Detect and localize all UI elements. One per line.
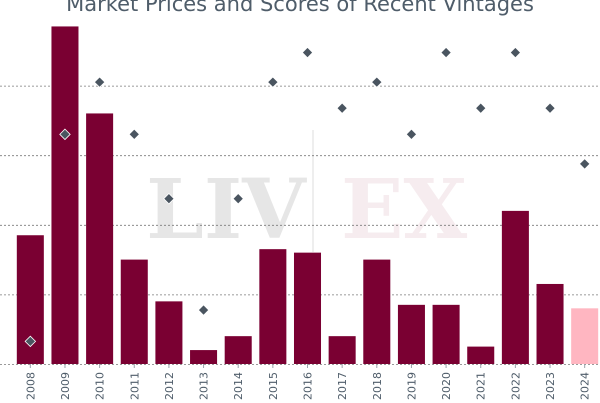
x-tick-label-2021: 2021 bbox=[475, 372, 488, 400]
score-marker-2022 bbox=[509, 46, 522, 59]
watermark: LIV EX bbox=[146, 130, 467, 258]
bar-2017 bbox=[328, 336, 356, 364]
bar-2014 bbox=[224, 336, 252, 364]
x-tick-label-2024: 2024 bbox=[579, 372, 592, 400]
bar-2010 bbox=[86, 113, 114, 364]
x-tick-label-2017: 2017 bbox=[336, 372, 349, 400]
bar-2018 bbox=[363, 259, 391, 364]
x-tick-label-2015: 2015 bbox=[267, 372, 280, 400]
x-tick-label-2020: 2020 bbox=[440, 372, 453, 400]
score-marker-2014 bbox=[232, 192, 244, 205]
chart-title: Market Prices and Scores of Recent Vinta… bbox=[66, 0, 534, 16]
watermark-right: EX bbox=[341, 162, 468, 258]
score-marker-2019 bbox=[405, 128, 418, 141]
x-tick-label-2019: 2019 bbox=[405, 372, 418, 400]
score-series bbox=[24, 46, 591, 348]
score-marker-2016 bbox=[301, 46, 314, 59]
score-marker-2011 bbox=[128, 128, 141, 141]
x-tick-label-2008: 2008 bbox=[24, 372, 37, 400]
x-axis-tick-labels: 2008 2009 2010 2011 2012 2013 2014 2015 2016 2017… bbox=[24, 364, 592, 400]
bar-2015 bbox=[259, 249, 287, 364]
score-marker-2017 bbox=[336, 102, 348, 114]
score-marker-2018 bbox=[371, 76, 383, 88]
x-tick-label-2011: 2011 bbox=[128, 372, 141, 400]
bar-2020 bbox=[432, 304, 460, 364]
watermark-divider bbox=[312, 130, 314, 252]
score-marker-2024 bbox=[578, 158, 591, 170]
bar-series bbox=[16, 26, 599, 364]
score-marker-2013 bbox=[197, 304, 210, 316]
score-marker-2023 bbox=[544, 102, 556, 114]
score-marker-2015 bbox=[267, 76, 279, 88]
bar-2013 bbox=[190, 350, 218, 364]
x-tick-label-2013: 2013 bbox=[198, 372, 211, 400]
bar-2009 bbox=[51, 26, 79, 364]
bar-2016 bbox=[293, 252, 322, 364]
x-tick-label-2012: 2012 bbox=[163, 372, 176, 400]
bar-2019 bbox=[397, 304, 425, 364]
x-tick-label-2010: 2010 bbox=[94, 372, 107, 400]
score-marker-2020 bbox=[440, 46, 452, 59]
x-tick-label-2023: 2023 bbox=[544, 372, 557, 400]
score-marker-2021 bbox=[474, 102, 487, 114]
x-tick-label-2009: 2009 bbox=[59, 372, 72, 400]
bar-2021 bbox=[467, 346, 495, 364]
x-tick-label-2022: 2022 bbox=[509, 372, 522, 400]
watermark-left: LIV bbox=[146, 162, 307, 258]
bar-2011 bbox=[120, 259, 148, 364]
score-marker-2010 bbox=[93, 76, 106, 88]
x-tick-label-2016: 2016 bbox=[302, 372, 315, 400]
bar-2012 bbox=[155, 301, 183, 364]
x-tick-label-2018: 2018 bbox=[371, 372, 384, 400]
score-marker-2008 bbox=[24, 335, 37, 348]
bar-2023 bbox=[536, 283, 564, 364]
bar-2022 bbox=[501, 210, 529, 364]
bar-2024 bbox=[571, 308, 599, 364]
score-marker-2012 bbox=[163, 192, 175, 205]
score-marker-2009 bbox=[59, 128, 71, 141]
x-tick-label-2014: 2014 bbox=[232, 372, 245, 400]
